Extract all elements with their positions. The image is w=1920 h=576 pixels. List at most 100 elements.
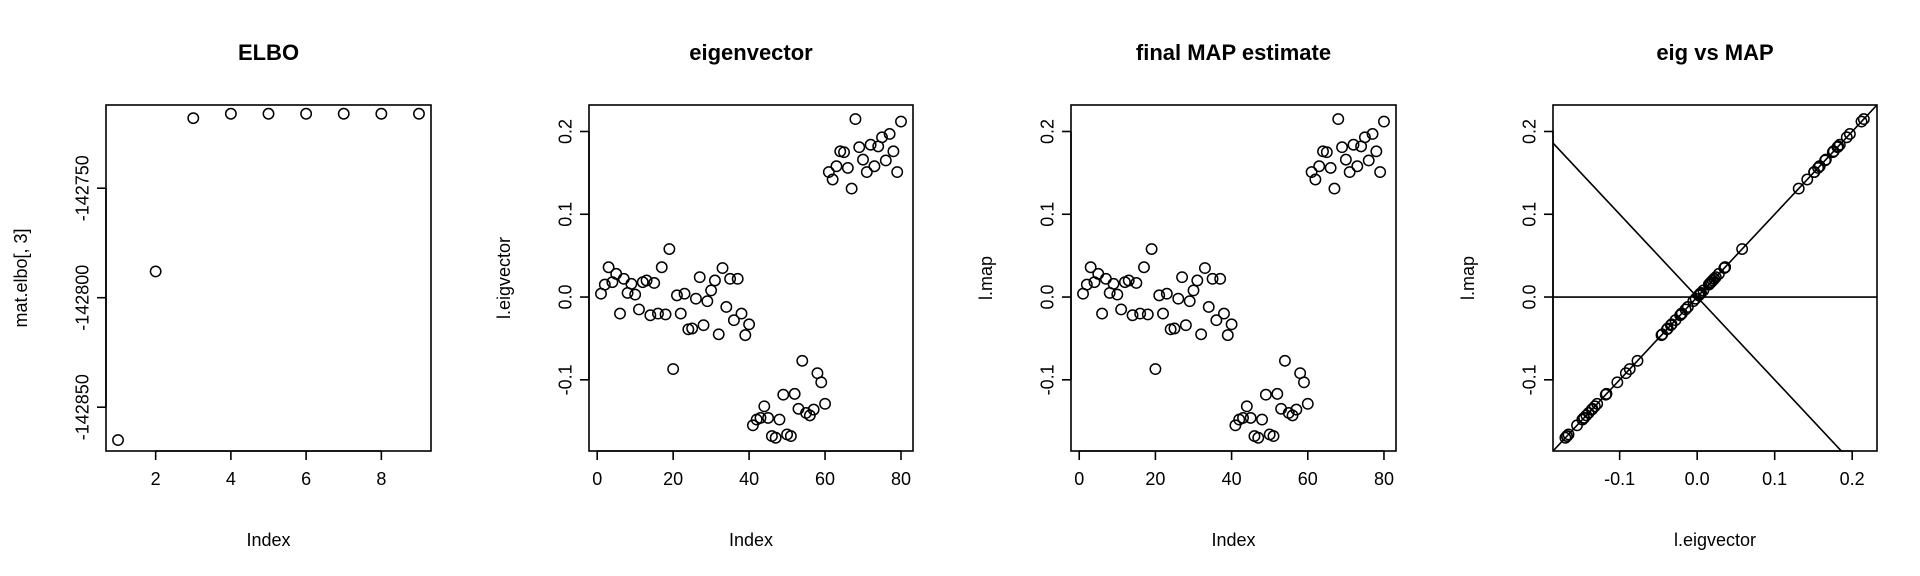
y-axis-label: l.map: [976, 256, 996, 300]
data-point: [1122, 274, 1135, 287]
data-point: [652, 307, 664, 320]
data-point: [1080, 278, 1093, 291]
data-point: [1168, 322, 1181, 335]
data-point: [1833, 138, 1846, 151]
data-point: [640, 274, 653, 287]
data-point: [1351, 160, 1364, 173]
data-point: [1259, 388, 1272, 401]
data-point: [803, 409, 816, 422]
data-point: [1324, 161, 1337, 174]
plot-frame: [105, 104, 432, 452]
data-point: [112, 434, 124, 447]
data-point: [845, 182, 858, 195]
y-tick-label: 0.0: [556, 285, 576, 310]
data-point: [1362, 154, 1375, 167]
data-point: [633, 303, 645, 316]
x-tick-label: 40: [1222, 469, 1242, 489]
data-point: [187, 112, 200, 125]
data-point: [864, 138, 877, 151]
plot-frame: [1070, 104, 1397, 452]
data-point: [1665, 318, 1678, 331]
data-point: [876, 131, 888, 144]
y-axis-label: l.eigvector: [494, 237, 514, 319]
data-point: [868, 160, 881, 173]
data-point: [1819, 154, 1832, 167]
data-point: [1286, 409, 1299, 422]
data-point: [602, 261, 615, 274]
y-tick-label: -142800: [73, 265, 93, 331]
data-point: [1801, 173, 1814, 186]
data-point: [1336, 141, 1349, 154]
data-point: [1320, 146, 1333, 159]
data-point: [807, 403, 820, 416]
data-point: [887, 145, 900, 158]
chart-panel-3: 0 20 40 60 80 -0.1 0.0 0.1 0.2 final MAP estimate…: [976, 40, 1397, 550]
data-point: [1366, 128, 1379, 140]
data-point: [1092, 267, 1105, 280]
x-tick-label: 40: [739, 469, 759, 489]
data-point: [1107, 277, 1120, 290]
data-point: [1708, 272, 1721, 285]
data-point: [841, 161, 854, 174]
data-point: [629, 288, 642, 301]
y-tick-label: -142750: [73, 155, 93, 221]
data-point: [1305, 166, 1318, 178]
data-point: [1561, 430, 1573, 443]
data-point: [1126, 309, 1139, 322]
data-point: [1298, 376, 1310, 389]
data-point: [1111, 288, 1124, 301]
data-point: [1183, 295, 1196, 308]
x-axis-label: Index: [729, 530, 773, 550]
y-axis-label: l.map: [1458, 256, 1478, 300]
data-point: [1237, 411, 1249, 424]
data-point: [1808, 166, 1821, 178]
y-tick-label: -0.1: [556, 364, 576, 395]
y-tick-label: -0.1: [1038, 364, 1058, 395]
data-point: [1278, 354, 1291, 367]
y-tick-label: 0.0: [1520, 285, 1540, 310]
data-point: [1709, 271, 1722, 284]
data-point: [1099, 272, 1112, 285]
data-point: [1256, 413, 1269, 426]
data-point: [689, 292, 702, 305]
x-tick-label: 2: [151, 469, 161, 489]
data-point: [1655, 329, 1668, 342]
data-point: [1623, 363, 1636, 376]
data-point: [1611, 376, 1624, 389]
data-point: [788, 387, 801, 400]
data-point: [784, 430, 797, 443]
data-point: [822, 166, 835, 178]
data-point: [849, 113, 862, 126]
data-point: [1588, 400, 1601, 413]
data-point: [712, 328, 725, 341]
x-tick-label: 0: [592, 469, 602, 489]
data-point: [659, 308, 672, 321]
reference-line-2: [1553, 142, 1843, 451]
data-point: [1130, 277, 1143, 289]
data-point: [1857, 113, 1870, 126]
data-point: [1332, 113, 1345, 126]
chart-title: eigenvector: [689, 40, 813, 65]
data-point: [701, 295, 714, 308]
data-point: [617, 272, 630, 285]
data-point: [1210, 314, 1223, 327]
data-point: [1681, 301, 1694, 313]
x-tick-label: -0.1: [1604, 469, 1635, 489]
x-tick-label: 60: [815, 469, 835, 489]
chart-title: ELBO: [238, 40, 299, 65]
data-point: [895, 115, 907, 128]
data-point: [1267, 430, 1280, 443]
data-point: [1339, 153, 1352, 166]
data-point: [1347, 138, 1360, 151]
data-point: [413, 107, 425, 120]
y-tick-label: -142850: [73, 374, 93, 440]
data-point: [1697, 284, 1710, 297]
data-point: [1244, 411, 1257, 424]
data-point: [262, 107, 275, 120]
data-point: [1689, 292, 1702, 305]
x-tick-label: 80: [891, 469, 911, 489]
x-axis-label: Index: [1211, 530, 1255, 550]
data-point: [1812, 161, 1825, 174]
data-point: [1840, 131, 1853, 144]
data-point: [1198, 262, 1211, 275]
